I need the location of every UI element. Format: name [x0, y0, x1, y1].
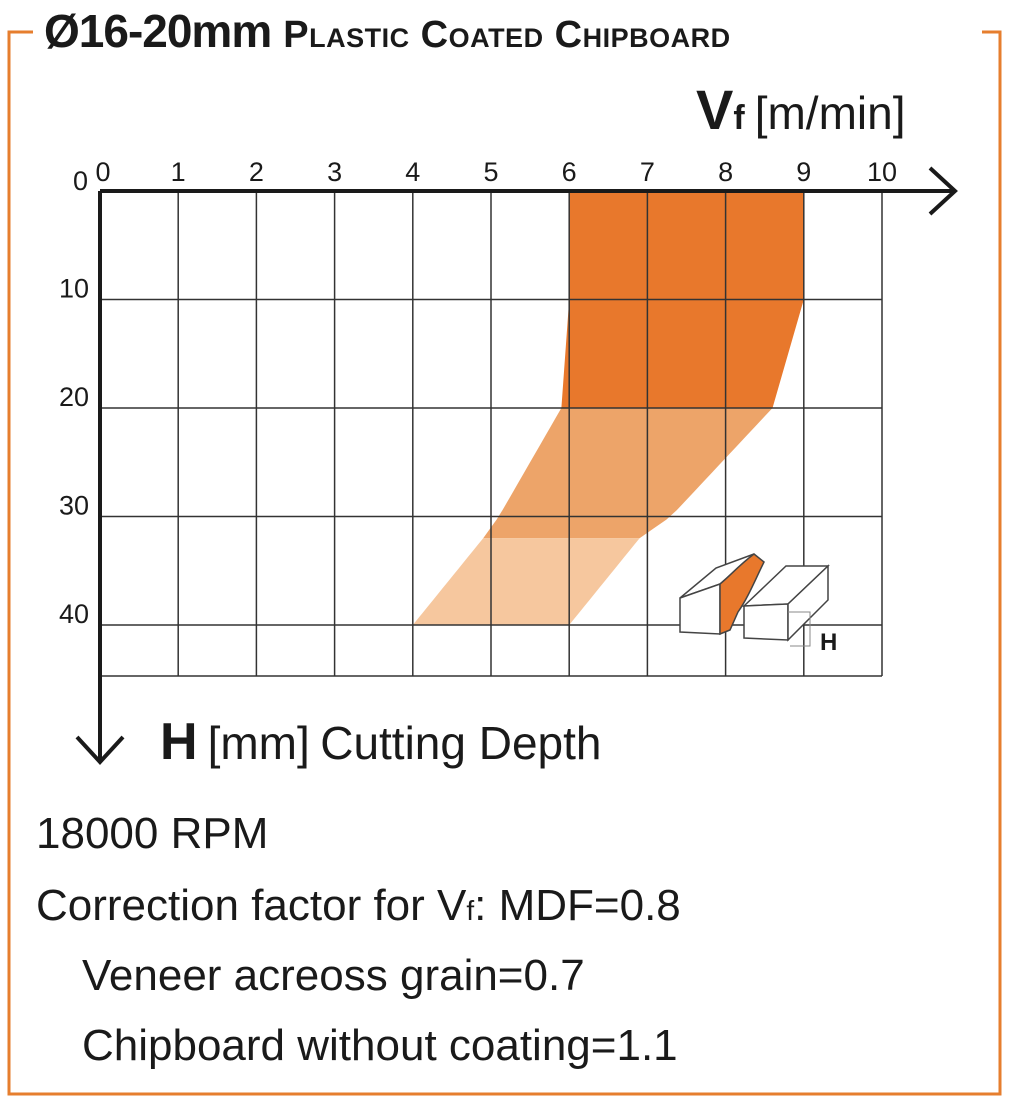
y-tick-label: 40 [59, 599, 89, 629]
correction-prefix: Correction factor for V [36, 881, 467, 930]
y-axis-symbol: H [160, 713, 198, 771]
y-tick-label: 10 [59, 274, 89, 304]
axes-layer [75, 166, 958, 765]
x-tick-label: 1 [171, 157, 186, 187]
y-tick-label: 30 [59, 491, 89, 521]
x-tick-label: 6 [562, 157, 577, 187]
band-zone-light [412, 538, 640, 625]
x-tick-label: 7 [640, 157, 655, 187]
y-axis-unit: [mm] [207, 717, 310, 769]
x-tick-label: 5 [483, 157, 498, 187]
x-tick-label: 2 [249, 157, 264, 187]
correction-subscript: f [466, 895, 475, 926]
correction-rest: : MDF=0.8 [474, 881, 681, 930]
chart-title: Ø16-20mm Plastic Coated Chipboard [44, 8, 731, 54]
y-axis-arrow [75, 735, 125, 765]
depth-dimension-line [788, 611, 811, 647]
x-axis-subscript: f [733, 99, 745, 137]
x-tick-label: 9 [796, 157, 811, 187]
x-tick-label: 8 [718, 157, 733, 187]
tick-layer: 0 1 2 3 4 5 6 7 8 9 10 0 10 20 30 40 [59, 157, 897, 629]
x-axis-unit: [m/min] [754, 87, 906, 139]
y-tick-label: 20 [59, 382, 89, 412]
x-tick-label: 4 [405, 157, 420, 187]
veneer-note: Veneer acreoss grain=0.7 [82, 951, 585, 1000]
y-tick-label: 0 [73, 166, 88, 196]
x-axis-arrow [928, 166, 958, 216]
title-diameter: Ø16-20mm [44, 5, 272, 57]
y-axis-label: H [mm] Cutting Depth [160, 716, 602, 768]
joint-profile [719, 553, 765, 636]
band-zone-mid [483, 408, 773, 539]
y-axis-title: Cutting Depth [320, 717, 602, 769]
block-left-front [679, 582, 721, 635]
block-right-side [787, 564, 829, 642]
block-right-front [743, 603, 789, 641]
x-axis-symbol: V [696, 78, 734, 141]
x-tick-label: 0 [95, 157, 110, 187]
x-axis-label: Vf [m/min] [696, 82, 905, 138]
feed-rate-chart: 0 1 2 3 4 5 6 7 8 9 10 0 10 20 30 40 H [59, 157, 958, 765]
rpm-note: 18000 RPM [36, 809, 269, 858]
title-material: Plastic Coated Chipboard [283, 14, 731, 56]
inset-h-label: H [820, 629, 837, 656]
x-tick-label: 3 [327, 157, 342, 187]
joint-illustration: H [679, 553, 837, 656]
correction-note: Correction factor for Vf: MDF=0.8 [36, 884, 681, 928]
chipboard-note: Chipboard without coating=1.1 [82, 1021, 678, 1070]
x-tick-label: 10 [867, 157, 897, 187]
grid-layer [100, 191, 883, 677]
